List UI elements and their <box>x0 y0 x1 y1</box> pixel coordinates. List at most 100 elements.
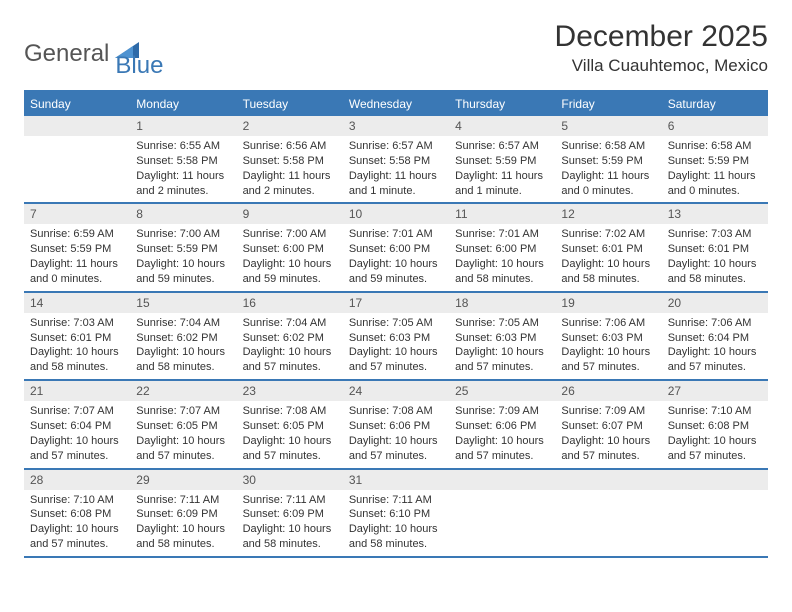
calendar-day-cell: 11Sunrise: 7:01 AMSunset: 6:00 PMDayligh… <box>449 203 555 291</box>
calendar-week-row: 7Sunrise: 6:59 AMSunset: 5:59 PMDaylight… <box>24 203 768 291</box>
calendar-day-cell: 1Sunrise: 6:55 AMSunset: 5:58 PMDaylight… <box>130 116 236 203</box>
sunset-text: Sunset: 6:08 PM <box>30 507 124 522</box>
day-body: Sunrise: 7:10 AMSunset: 6:08 PMDaylight:… <box>662 401 768 467</box>
day-number: 9 <box>237 204 343 224</box>
calendar-day-cell: 3Sunrise: 6:57 AMSunset: 5:58 PMDaylight… <box>343 116 449 203</box>
sunset-text: Sunset: 6:00 PM <box>349 242 443 257</box>
calendar-day-cell: 23Sunrise: 7:08 AMSunset: 6:05 PMDayligh… <box>237 380 343 468</box>
calendar-day-cell: 30Sunrise: 7:11 AMSunset: 6:09 PMDayligh… <box>237 469 343 557</box>
daylight-text: Daylight: 10 hours and 57 minutes. <box>243 345 337 375</box>
day-body: Sunrise: 7:09 AMSunset: 6:06 PMDaylight:… <box>449 401 555 467</box>
calendar-day-cell <box>555 469 661 557</box>
daylight-text: Daylight: 10 hours and 58 minutes. <box>349 522 443 552</box>
day-number: 20 <box>662 293 768 313</box>
day-number: 2 <box>237 116 343 136</box>
sunset-text: Sunset: 5:59 PM <box>561 154 655 169</box>
sunset-text: Sunset: 6:10 PM <box>349 507 443 522</box>
day-body: Sunrise: 7:06 AMSunset: 6:04 PMDaylight:… <box>662 313 768 379</box>
day-body: Sunrise: 6:57 AMSunset: 5:58 PMDaylight:… <box>343 136 449 202</box>
day-body: Sunrise: 7:02 AMSunset: 6:01 PMDaylight:… <box>555 224 661 290</box>
calendar-week-row: 21Sunrise: 7:07 AMSunset: 6:04 PMDayligh… <box>24 380 768 468</box>
day-number: 21 <box>24 381 130 401</box>
daylight-text: Daylight: 10 hours and 57 minutes. <box>30 434 124 464</box>
daylight-text: Daylight: 10 hours and 59 minutes. <box>136 257 230 287</box>
calendar-day-cell <box>662 469 768 557</box>
day-number: 28 <box>24 470 130 490</box>
sunset-text: Sunset: 6:01 PM <box>30 331 124 346</box>
day-number: 17 <box>343 293 449 313</box>
sunrise-text: Sunrise: 6:59 AM <box>30 227 124 242</box>
daylight-text: Daylight: 10 hours and 57 minutes. <box>30 522 124 552</box>
daylight-text: Daylight: 11 hours and 1 minute. <box>349 169 443 199</box>
calendar-day-cell: 12Sunrise: 7:02 AMSunset: 6:01 PMDayligh… <box>555 203 661 291</box>
logo: General Blue <box>24 28 163 80</box>
sunset-text: Sunset: 5:59 PM <box>455 154 549 169</box>
calendar-day-cell: 19Sunrise: 7:06 AMSunset: 6:03 PMDayligh… <box>555 292 661 380</box>
day-number: 4 <box>449 116 555 136</box>
sunset-text: Sunset: 5:59 PM <box>136 242 230 257</box>
daylight-text: Daylight: 10 hours and 57 minutes. <box>349 345 443 375</box>
sunrise-text: Sunrise: 7:09 AM <box>455 404 549 419</box>
sunset-text: Sunset: 5:58 PM <box>349 154 443 169</box>
daylight-text: Daylight: 10 hours and 58 minutes. <box>561 257 655 287</box>
calendar-day-cell: 24Sunrise: 7:08 AMSunset: 6:06 PMDayligh… <box>343 380 449 468</box>
sunrise-text: Sunrise: 7:03 AM <box>668 227 762 242</box>
calendar-day-cell: 17Sunrise: 7:05 AMSunset: 6:03 PMDayligh… <box>343 292 449 380</box>
daylight-text: Daylight: 11 hours and 1 minute. <box>455 169 549 199</box>
calendar-day-cell: 4 Sunrise: 6:57 AMSunset: 5:59 PMDaylight… <box>449 116 555 203</box>
day-body: Sunrise: 6:59 AMSunset: 5:59 PMDaylight:… <box>24 224 130 290</box>
daylight-text: Daylight: 10 hours and 57 minutes. <box>668 345 762 375</box>
daylight-text: Daylight: 10 hours and 58 minutes. <box>136 345 230 375</box>
weekday-header: Tuesday <box>237 91 343 116</box>
calendar-day-cell: 27Sunrise: 7:10 AMSunset: 6:08 PMDayligh… <box>662 380 768 468</box>
sunrise-text: Sunrise: 7:11 AM <box>349 493 443 508</box>
sunset-text: Sunset: 6:08 PM <box>668 419 762 434</box>
calendar-day-cell: 16Sunrise: 7:04 AMSunset: 6:02 PMDayligh… <box>237 292 343 380</box>
sunrise-text: Sunrise: 7:00 AM <box>136 227 230 242</box>
day-body: Sunrise: 7:00 AMSunset: 5:59 PMDaylight:… <box>130 224 236 290</box>
sunrise-text: Sunrise: 7:01 AM <box>455 227 549 242</box>
day-number: 30 <box>237 470 343 490</box>
month-title: December 2025 <box>555 20 768 54</box>
sunrise-text: Sunrise: 7:09 AM <box>561 404 655 419</box>
day-body: Sunrise: 7:08 AMSunset: 6:06 PMDaylight:… <box>343 401 449 467</box>
calendar-day-cell: 25Sunrise: 7:09 AMSunset: 6:06 PMDayligh… <box>449 380 555 468</box>
daylight-text: Daylight: 10 hours and 58 minutes. <box>455 257 549 287</box>
day-number: 13 <box>662 204 768 224</box>
page-header: General Blue December 2025 Villa Cuauhte… <box>24 20 768 80</box>
sunset-text: Sunset: 5:58 PM <box>243 154 337 169</box>
calendar-day-cell: 9Sunrise: 7:00 AMSunset: 6:00 PMDaylight… <box>237 203 343 291</box>
daylight-text: Daylight: 10 hours and 57 minutes. <box>243 434 337 464</box>
sunrise-text: Sunrise: 7:07 AM <box>136 404 230 419</box>
calendar-day-cell <box>449 469 555 557</box>
day-body: Sunrise: 7:01 AMSunset: 6:00 PMDaylight:… <box>343 224 449 290</box>
day-number: 1 <box>130 116 236 136</box>
day-body: Sunrise: 6:56 AMSunset: 5:58 PMDaylight:… <box>237 136 343 202</box>
day-number: 15 <box>130 293 236 313</box>
sunset-text: Sunset: 6:02 PM <box>243 331 337 346</box>
calendar-week-row: 28Sunrise: 7:10 AMSunset: 6:08 PMDayligh… <box>24 469 768 557</box>
day-body: Sunrise: 7:11 AMSunset: 6:09 PMDaylight:… <box>237 490 343 556</box>
sunrise-text: Sunrise: 7:02 AM <box>561 227 655 242</box>
day-number: 6 <box>662 116 768 136</box>
day-number: 11 <box>449 204 555 224</box>
calendar-table: Sunday Monday Tuesday Wednesday Thursday… <box>24 90 768 558</box>
sunrise-text: Sunrise: 7:10 AM <box>668 404 762 419</box>
calendar-day-cell: 22Sunrise: 7:07 AMSunset: 6:05 PMDayligh… <box>130 380 236 468</box>
day-body: Sunrise: 7:06 AMSunset: 6:03 PMDaylight:… <box>555 313 661 379</box>
day-body: Sunrise: 7:01 AMSunset: 6:00 PMDaylight:… <box>449 224 555 290</box>
day-number: 7 <box>24 204 130 224</box>
sunset-text: Sunset: 6:04 PM <box>30 419 124 434</box>
day-body: Sunrise: 7:07 AMSunset: 6:05 PMDaylight:… <box>130 401 236 467</box>
sunrise-text: Sunrise: 6:57 AM <box>455 139 549 154</box>
daylight-text: Daylight: 10 hours and 57 minutes. <box>455 434 549 464</box>
daylight-text: Daylight: 11 hours and 0 minutes. <box>561 169 655 199</box>
calendar-day-cell <box>24 116 130 203</box>
calendar-day-cell: 7Sunrise: 6:59 AMSunset: 5:59 PMDaylight… <box>24 203 130 291</box>
daylight-text: Daylight: 10 hours and 57 minutes. <box>136 434 230 464</box>
sunrise-text: Sunrise: 6:56 AM <box>243 139 337 154</box>
day-number: 19 <box>555 293 661 313</box>
sunset-text: Sunset: 6:06 PM <box>455 419 549 434</box>
day-number: 3 <box>343 116 449 136</box>
day-body: Sunrise: 6:55 AMSunset: 5:58 PMDaylight:… <box>130 136 236 202</box>
